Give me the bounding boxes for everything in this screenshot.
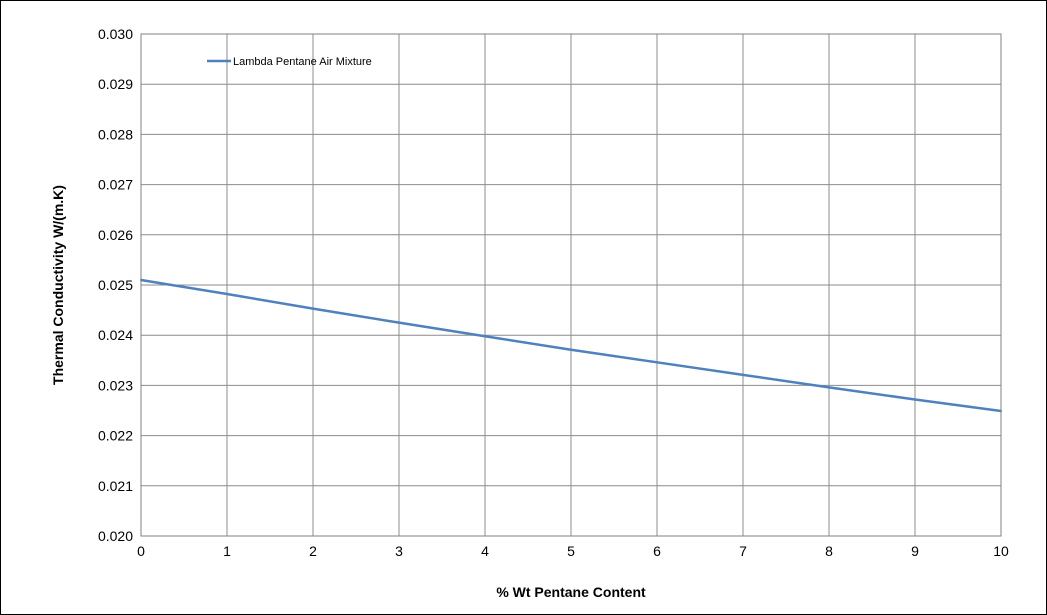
x-tick-label: 3 [395,543,403,559]
data-point [226,293,228,296]
y-tick-label: 0.020 [98,528,133,544]
x-tick-label: 10 [993,543,1009,559]
y-tick-label: 0.028 [98,126,133,142]
data-point [656,361,658,364]
legend-label: Lambda Pentane Air Mixture [233,56,372,68]
data-point [914,398,916,401]
tick-labels: 0 1 2 3 4 5 6 7 8 9 10 0.020 0.021 0.022 0.023 0.024 0.0… [98,26,1009,559]
x-tick-label: 6 [653,543,661,559]
y-tick-label: 0.022 [98,428,133,444]
x-tick-label: 4 [481,543,489,559]
data-point [828,386,830,389]
x-tick-label: 9 [911,543,919,559]
x-tick-label: 1 [223,543,231,559]
y-tick-label: 0.026 [98,227,133,243]
x-tick-label: 8 [825,543,833,559]
data-point [312,307,314,310]
y-tick-label: 0.024 [98,327,133,343]
x-axis-title: % Wt Pentane Content [496,584,646,600]
data-point [742,373,744,376]
data-point [484,335,486,338]
y-tick-label: 0.021 [98,478,133,494]
x-tick-label: 2 [309,543,317,559]
x-tick-label: 0 [137,543,145,559]
x-tick-label: 7 [739,543,747,559]
x-tick-label: 5 [567,543,575,559]
data-point [570,348,572,351]
plot-area [140,33,1002,537]
data-point [398,321,400,324]
y-tick-label: 0.029 [98,76,133,92]
y-tick-label: 0.025 [98,277,133,293]
y-tick-label: 0.023 [98,377,133,393]
y-axis-title: Thermal Conductivity W/(m.K) [50,185,66,385]
y-tick-label: 0.027 [98,177,133,193]
y-tick-label: 0.030 [98,26,133,42]
grid [140,33,1002,537]
legend: Lambda Pentane Air Mixture [207,56,372,68]
